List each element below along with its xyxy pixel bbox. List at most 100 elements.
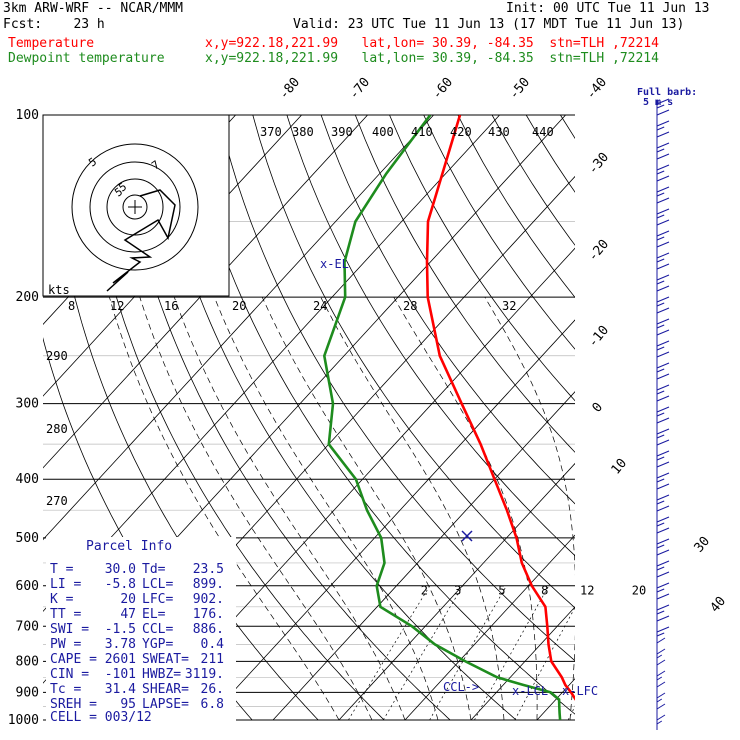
parcel-value: -101 xyxy=(104,667,136,682)
dewpoint-legend: Dewpoint temperature xyxy=(8,51,165,66)
hodograph-ring-3 xyxy=(71,143,199,271)
parcel-marker-b xyxy=(461,530,473,542)
wind-barb xyxy=(656,197,670,204)
wind-barb xyxy=(656,186,670,193)
isotherm-0 xyxy=(404,534,575,720)
dry-adiabat-410 xyxy=(560,115,575,140)
wind-barb xyxy=(656,241,670,248)
theta-label: 430 xyxy=(488,125,510,139)
isotherm-30 xyxy=(603,115,740,720)
wind-barb xyxy=(656,384,670,391)
dewpoint-location: x,y=922.18,221.99 lat,lon= 30.39, -84.35… xyxy=(205,51,659,66)
theta-left-label: 270 xyxy=(46,494,68,508)
isotherm-label: 0 xyxy=(590,400,607,416)
parcel-label: LI = xyxy=(50,577,82,592)
wind-barb xyxy=(656,692,666,699)
parcel-label: SREH = xyxy=(50,697,97,712)
u-tick-label: 28 xyxy=(403,299,417,313)
hodograph-unit-label: kts xyxy=(48,283,70,297)
wind-barb-half xyxy=(656,236,665,241)
barb-unit: 5 m s xyxy=(643,97,674,108)
hodograph-trace xyxy=(106,189,176,292)
wind-barb xyxy=(656,582,670,589)
wind-barb xyxy=(656,252,670,259)
pressure-label-1000: 1000 xyxy=(8,713,39,728)
parcel-label: CIN = xyxy=(50,667,90,682)
wind-barb xyxy=(656,153,670,160)
parcel-label: LAPSE= xyxy=(142,697,189,712)
wind-barb-half xyxy=(656,390,665,395)
wind-barb xyxy=(656,285,670,292)
parcel-value: 6.8 xyxy=(200,697,224,712)
wind-barb xyxy=(656,703,666,710)
parcel-label: T = xyxy=(50,562,74,577)
barb-legend: Full barb: xyxy=(637,87,698,98)
wind-barb xyxy=(656,615,670,622)
wind-barb xyxy=(656,648,666,655)
dry-adiabat-280 xyxy=(115,115,451,720)
wind-barb-half xyxy=(656,676,663,681)
wind-barb-half xyxy=(656,214,665,219)
wind-barb-half xyxy=(656,346,665,351)
wind-barb xyxy=(656,406,670,413)
parcel-value: 902. xyxy=(192,592,224,607)
wind-barb xyxy=(656,428,670,435)
model-title: 3km ARW-WRF -- NCAR/MMM xyxy=(3,1,184,16)
wind-barb xyxy=(656,659,666,666)
wind-barb xyxy=(656,549,670,556)
theta-left-label: 280 xyxy=(46,422,68,436)
wind-barb-half xyxy=(656,434,665,439)
wind-barb-half xyxy=(656,302,665,307)
wind-barb-half xyxy=(656,170,665,175)
wind-barb-half xyxy=(656,566,665,571)
isotherm--90 xyxy=(43,115,368,469)
u-tick-label: 20 xyxy=(232,299,246,313)
parcel-label: PW = xyxy=(50,637,82,652)
parcel-value: 176. xyxy=(192,607,224,622)
wind-barb xyxy=(656,560,670,567)
isotherm-label: -60 xyxy=(430,75,457,103)
wind-barb xyxy=(656,626,670,633)
pressure-label-200: 200 xyxy=(16,290,39,305)
wind-barb xyxy=(656,164,670,171)
wind-barb xyxy=(656,362,670,369)
parcel-value: 30.0 xyxy=(104,562,136,577)
dry-adiabat-300 xyxy=(184,115,575,715)
u-tick-label: 12 xyxy=(110,299,124,313)
wind-barb xyxy=(656,538,670,545)
wind-barb xyxy=(656,263,670,270)
wind-barb xyxy=(656,571,670,578)
parcel-value: -5.8 xyxy=(104,577,136,592)
mixing-ratio-line-8 xyxy=(474,585,550,720)
wind-barb xyxy=(656,527,670,534)
wind-barb-half xyxy=(656,412,665,417)
parcel-label: Tc = xyxy=(50,682,82,697)
moist-adiabat-40 xyxy=(669,297,740,720)
wind-barb xyxy=(656,395,670,402)
mixing-ratio-label: 2 xyxy=(421,583,428,597)
parcel-label: YGP= xyxy=(142,637,174,652)
parcel-value: 0.4 xyxy=(200,637,224,652)
wind-barb xyxy=(656,142,670,149)
wind-barb xyxy=(656,593,670,600)
forecast-hour: Fcst: 23 h xyxy=(3,17,105,32)
el-annotation: x-EL xyxy=(320,257,349,271)
wind-barb xyxy=(656,439,670,446)
dry-adiabat-450 xyxy=(697,115,740,733)
lcl-annotation: x-LCL xyxy=(512,684,548,698)
parcel-value: 3.78 xyxy=(104,637,136,652)
parcel-value: -1.5 xyxy=(104,622,136,637)
isotherm-label: -40 xyxy=(584,75,611,103)
moist-adiabat-30 xyxy=(590,297,626,720)
parcel-label: Td= xyxy=(142,562,166,577)
pressure-label-900: 900 xyxy=(16,685,39,700)
wind-barb xyxy=(656,351,670,358)
parcel-label: SHEAR= xyxy=(142,682,189,697)
pressure-label-300: 300 xyxy=(16,397,39,412)
theta-label: 410 xyxy=(411,125,433,139)
wind-barb xyxy=(656,505,670,512)
isotherm-label: 10 xyxy=(609,456,631,478)
grid-clip-group xyxy=(43,115,740,733)
temperature-location: x,y=922.18,221.99 lat,lon= 30.39, -84.35… xyxy=(205,36,659,51)
